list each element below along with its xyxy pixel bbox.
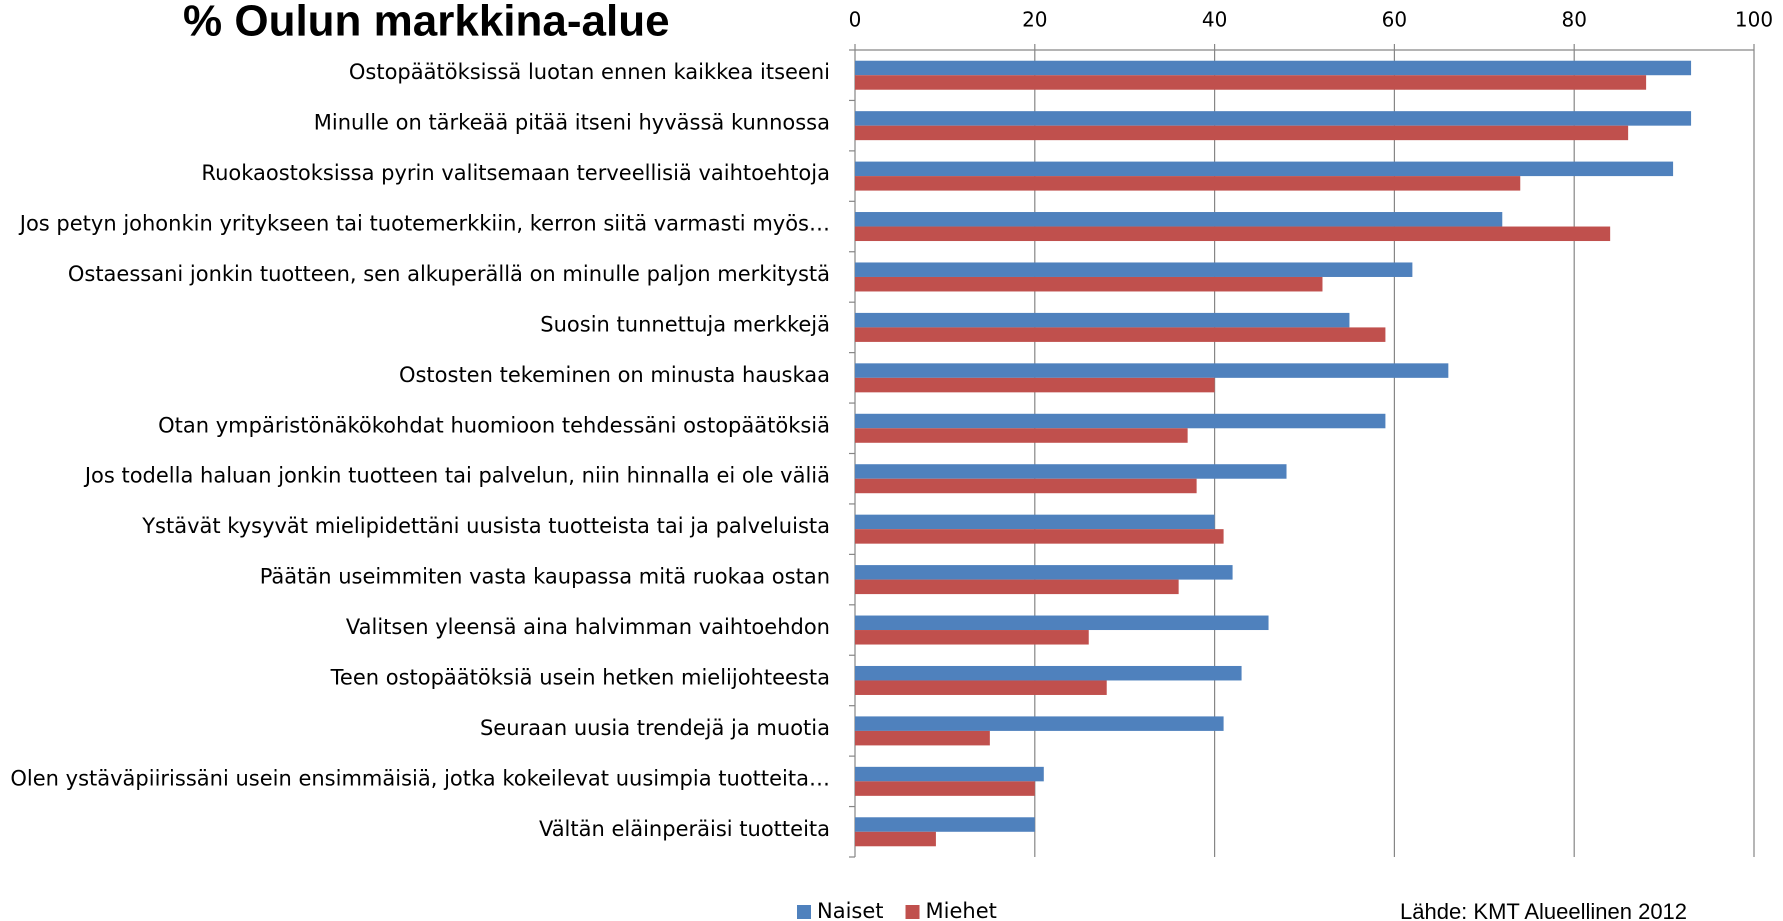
bar [855, 125, 1629, 141]
bar [855, 716, 1224, 731]
bar [855, 630, 1089, 645]
x-tick-label: 60 [1382, 8, 1407, 32]
y-tick-label: Seuraan uusia trendejä ja muotia [480, 716, 830, 740]
bar [855, 312, 1350, 328]
bar [855, 579, 1179, 595]
y-tick-label: Minulle on tärkeää pitää itseni hyvässä … [314, 111, 830, 135]
y-tick-label: Teen ostopäätöksiä usein hetken mielijoh… [330, 665, 830, 689]
bar [855, 226, 1611, 242]
y-tick-label: Ostopäätöksissä luotan ennen kaikkea its… [349, 60, 830, 84]
bar [855, 680, 1107, 695]
bar [855, 565, 1233, 580]
bar [855, 413, 1386, 429]
bar [855, 176, 1521, 191]
y-tick-label: Suosin tunnettuja merkkejä [540, 312, 830, 336]
bar [855, 665, 1242, 681]
y-tick-label: Vältän eläinperäisi tuotteita [539, 817, 830, 841]
bar [855, 276, 1323, 292]
legend-label: Naiset [817, 899, 884, 921]
legend-label: Miehet [926, 899, 997, 921]
bar [855, 363, 1449, 378]
x-tick-label: 20 [1022, 8, 1047, 32]
y-tick-label: Valitsen yleensä aina halvimman vaihtoeh… [346, 615, 830, 639]
bar [855, 464, 1287, 479]
bar [855, 831, 936, 847]
y-tick-label: Otan ympäristönäkökohdat huomioon tehdes… [158, 413, 830, 437]
x-tick-label: 0 [849, 8, 862, 32]
bar [855, 327, 1386, 342]
y-tick-label: Ruokaostoksissa pyrin valitsemaan tervee… [201, 161, 830, 185]
bar [855, 377, 1215, 393]
legend-swatch [905, 905, 920, 919]
bar [855, 817, 1035, 832]
y-tick-label: Päätän useimmiten vasta kaupassa mitä ru… [260, 565, 830, 589]
bar [855, 529, 1224, 544]
y-tick-label: Ystävät kysyvät mielipidettäni uusista t… [141, 514, 830, 538]
y-tick-label: Jos todella haluan jonkin tuotteen tai p… [83, 464, 830, 488]
bar [855, 60, 1692, 76]
y-tick-label: Olen ystäväpiirissäni usein ensimmäisiä,… [10, 766, 830, 790]
bar [855, 478, 1197, 494]
chart-title: % Oulun markkina-alue [183, 0, 670, 46]
bar [855, 428, 1188, 443]
bar [855, 781, 1035, 796]
y-tick-label: Ostosten tekeminen on minusta hauskaa [399, 363, 830, 387]
x-tick-label: 40 [1202, 8, 1227, 32]
x-tick-label: 80 [1561, 8, 1586, 32]
bar [855, 161, 1674, 177]
bar [855, 212, 1503, 227]
bar [855, 514, 1215, 530]
y-tick-label: Ostaessani jonkin tuotteen, sen alkuperä… [68, 262, 830, 286]
bar [855, 615, 1269, 631]
bar [855, 262, 1413, 277]
bar [855, 111, 1692, 126]
bar [855, 75, 1647, 90]
y-tick-label: Jos petyn johonkin yritykseen tai tuotem… [18, 212, 830, 236]
x-tick-label: 100 [1735, 8, 1773, 32]
legend-swatch [797, 905, 811, 919]
source-note: Lähde: KMT Alueellinen 2012 [1400, 899, 1687, 921]
bar [855, 730, 990, 746]
bar [855, 766, 1044, 782]
